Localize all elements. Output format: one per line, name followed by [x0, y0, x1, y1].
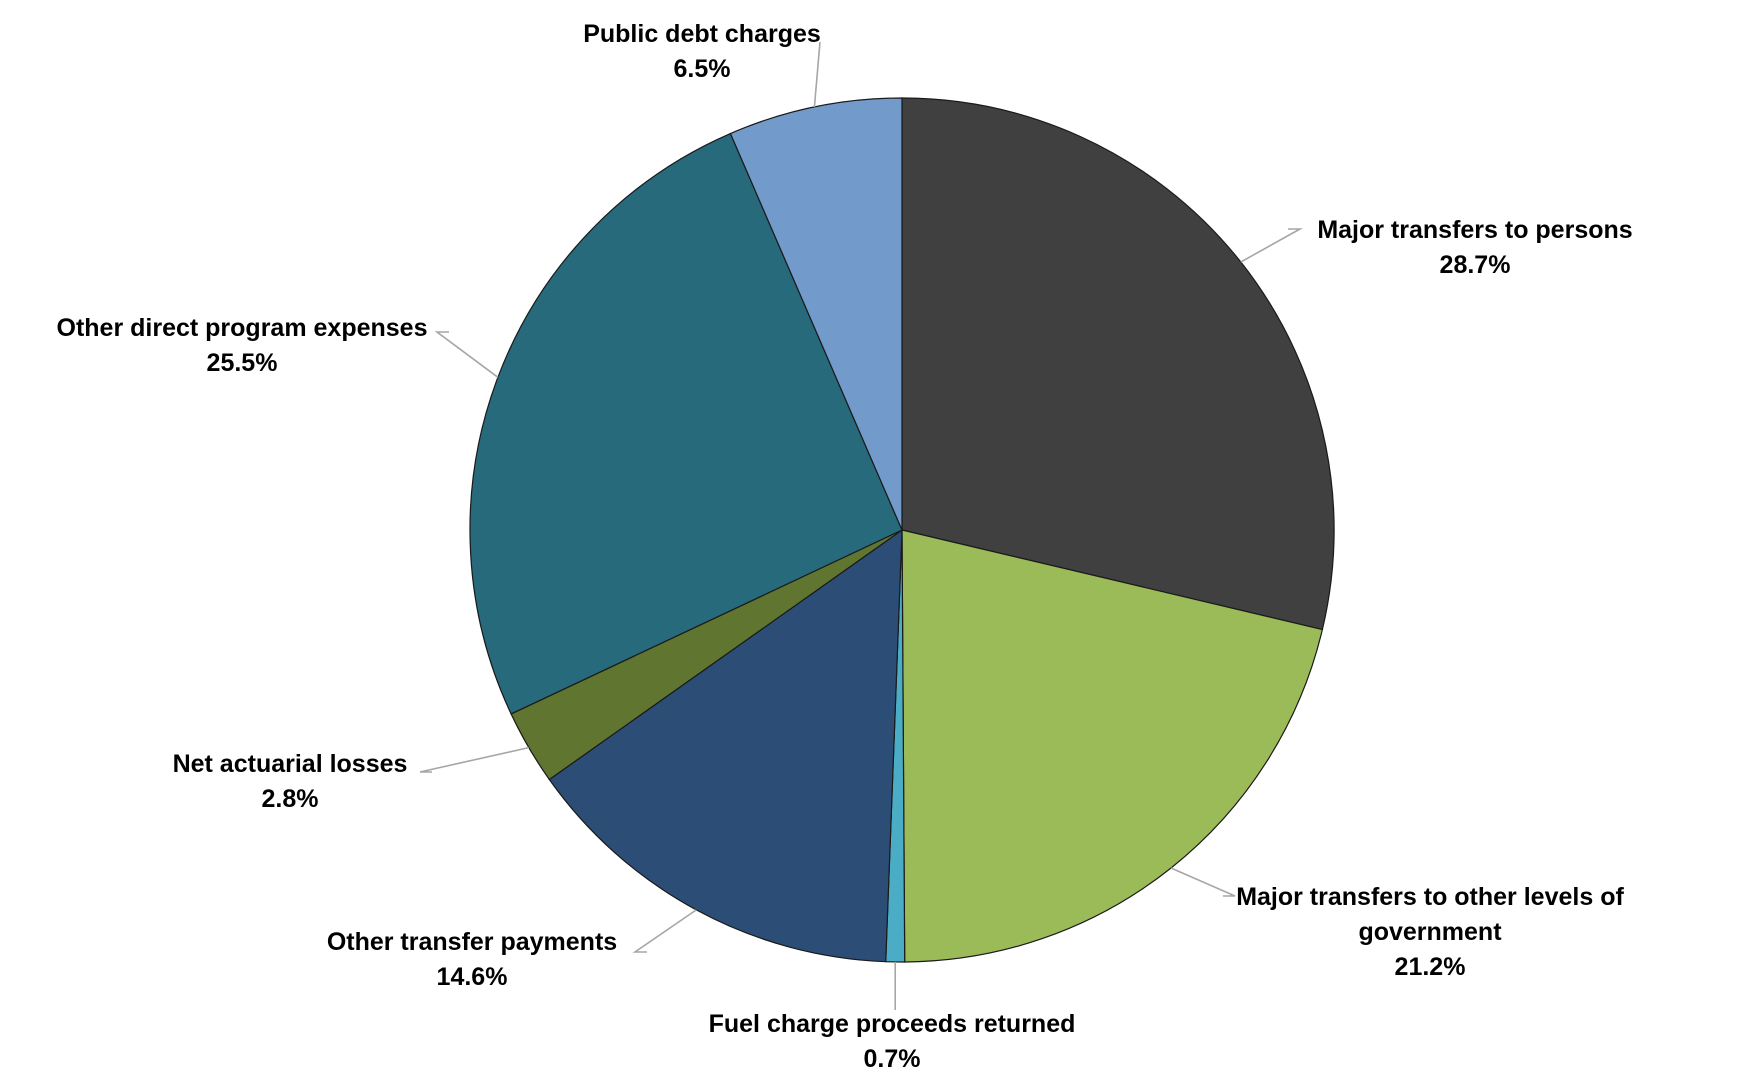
leader-line: [632, 909, 697, 953]
slice-category-label: Public debt charges: [583, 20, 821, 48]
slice-category-label: Net actuarial losses: [173, 750, 408, 778]
pie-slices: [469, 97, 1335, 963]
slice-category-label: Major transfers to other levels of: [1236, 883, 1624, 911]
leader-line: [434, 331, 499, 378]
leader-line: [813, 41, 821, 108]
slice-category-label: Major transfers to persons: [1317, 216, 1632, 244]
pie-slice: [548, 528, 903, 963]
slice-category-label: government: [1358, 918, 1502, 946]
pie-slice: [901, 97, 1335, 631]
slice-percent-label: 14.6%: [437, 963, 508, 991]
slice-category-label: Fuel charge proceeds returned: [709, 1010, 1076, 1038]
slice-percent-label: 25.5%: [207, 349, 278, 377]
slice-percent-label: 21.2%: [1395, 953, 1466, 981]
slice-percent-label: 6.5%: [674, 55, 731, 83]
data-labels: Major transfers to persons 28.7% Major tra…: [57, 20, 1633, 1073]
slice-percent-label: 2.8%: [262, 785, 319, 813]
leader-line: [1170, 867, 1236, 897]
slice-percent-label: 28.7%: [1440, 251, 1511, 279]
slice-category-label: Other direct program expenses: [57, 314, 428, 342]
leader-lines: [419, 41, 1304, 1010]
slice-category-label: Other transfer payments: [327, 928, 617, 956]
slice-percent-label: 0.7%: [864, 1045, 921, 1073]
leader-line: [1240, 228, 1304, 263]
leader-line: [419, 746, 529, 773]
pie-slice: [729, 97, 903, 531]
